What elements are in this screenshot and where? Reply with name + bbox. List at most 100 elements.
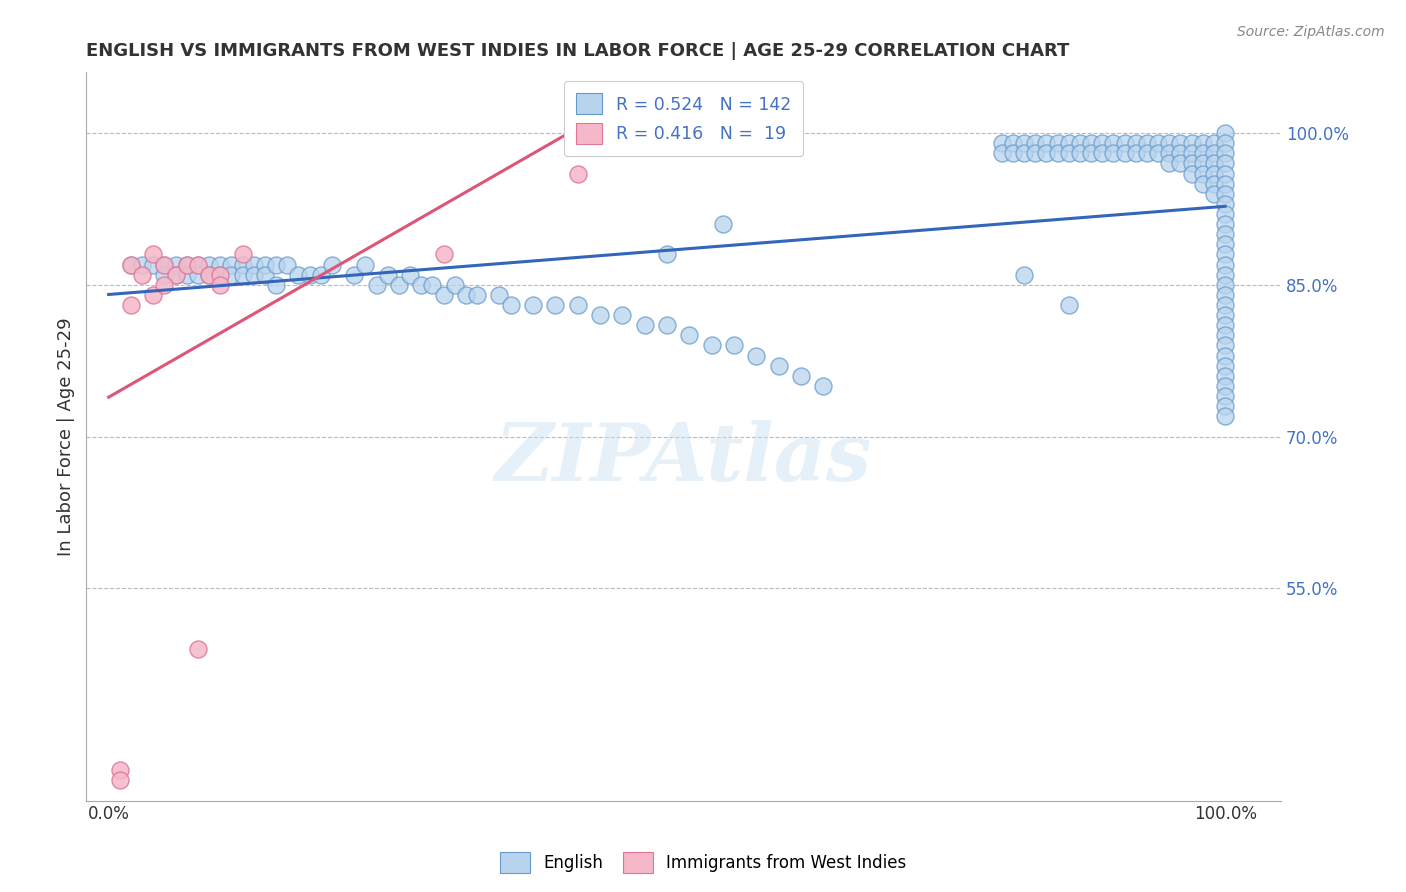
Point bbox=[366, 277, 388, 292]
Text: ENGLISH VS IMMIGRANTS FROM WEST INDIES IN LABOR FORCE | AGE 25-29 CORRELATION CH: ENGLISH VS IMMIGRANTS FROM WEST INDIES I… bbox=[86, 42, 1070, 60]
Point bbox=[1213, 237, 1236, 252]
Point bbox=[232, 247, 254, 261]
Point bbox=[309, 268, 332, 282]
Point bbox=[1202, 146, 1225, 161]
Point bbox=[454, 288, 477, 302]
Point bbox=[723, 338, 745, 352]
Point bbox=[1147, 136, 1170, 151]
Point bbox=[198, 268, 221, 282]
Point bbox=[176, 258, 198, 272]
Point bbox=[209, 268, 232, 282]
Point bbox=[187, 268, 209, 282]
Point bbox=[1024, 136, 1046, 151]
Point bbox=[1024, 146, 1046, 161]
Point bbox=[1069, 146, 1091, 161]
Point bbox=[499, 298, 522, 312]
Point bbox=[811, 379, 834, 393]
Point bbox=[1213, 308, 1236, 322]
Point bbox=[221, 268, 243, 282]
Point bbox=[1057, 146, 1080, 161]
Point bbox=[1213, 349, 1236, 363]
Point bbox=[790, 368, 813, 383]
Point bbox=[1213, 197, 1236, 211]
Point bbox=[1001, 146, 1024, 161]
Point bbox=[1136, 146, 1159, 161]
Point bbox=[153, 258, 176, 272]
Point bbox=[1102, 136, 1125, 151]
Point bbox=[198, 258, 221, 272]
Point bbox=[221, 258, 243, 272]
Point bbox=[1181, 136, 1204, 151]
Point bbox=[1213, 359, 1236, 373]
Point bbox=[343, 268, 366, 282]
Point bbox=[544, 298, 567, 312]
Point bbox=[1102, 146, 1125, 161]
Point bbox=[321, 258, 343, 272]
Point bbox=[1170, 146, 1192, 161]
Point bbox=[232, 258, 254, 272]
Point bbox=[1213, 328, 1236, 343]
Point bbox=[1114, 136, 1136, 151]
Legend: English, Immigrants from West Indies: English, Immigrants from West Indies bbox=[494, 846, 912, 880]
Point bbox=[567, 298, 589, 312]
Point bbox=[264, 258, 287, 272]
Point bbox=[1147, 146, 1170, 161]
Point bbox=[1213, 126, 1236, 140]
Point bbox=[488, 288, 510, 302]
Point bbox=[1213, 288, 1236, 302]
Point bbox=[153, 268, 176, 282]
Point bbox=[1125, 136, 1147, 151]
Point bbox=[1213, 156, 1236, 170]
Point bbox=[187, 258, 209, 272]
Point bbox=[142, 258, 165, 272]
Point bbox=[153, 258, 176, 272]
Point bbox=[242, 258, 264, 272]
Point bbox=[745, 349, 768, 363]
Point bbox=[1213, 186, 1236, 201]
Y-axis label: In Labor Force | Age 25-29: In Labor Force | Age 25-29 bbox=[58, 318, 75, 556]
Point bbox=[1080, 146, 1102, 161]
Point bbox=[1202, 186, 1225, 201]
Point bbox=[1080, 136, 1102, 151]
Point bbox=[399, 268, 422, 282]
Point bbox=[1213, 217, 1236, 231]
Point bbox=[1191, 156, 1213, 170]
Point bbox=[276, 258, 298, 272]
Point bbox=[142, 288, 165, 302]
Point bbox=[1202, 177, 1225, 191]
Point bbox=[1202, 136, 1225, 151]
Point bbox=[432, 288, 454, 302]
Point bbox=[1213, 268, 1236, 282]
Point bbox=[377, 268, 399, 282]
Point bbox=[1057, 136, 1080, 151]
Point bbox=[1213, 409, 1236, 424]
Point bbox=[187, 641, 209, 656]
Point bbox=[465, 288, 488, 302]
Point bbox=[1213, 177, 1236, 191]
Point bbox=[1181, 156, 1204, 170]
Point bbox=[1191, 146, 1213, 161]
Point bbox=[1213, 247, 1236, 261]
Point bbox=[1213, 136, 1236, 151]
Point bbox=[209, 258, 232, 272]
Point bbox=[1213, 207, 1236, 221]
Point bbox=[1091, 146, 1114, 161]
Point bbox=[165, 268, 187, 282]
Point bbox=[1213, 399, 1236, 413]
Point bbox=[1057, 298, 1080, 312]
Point bbox=[209, 268, 232, 282]
Point bbox=[567, 167, 589, 181]
Point bbox=[1012, 146, 1035, 161]
Point bbox=[411, 277, 433, 292]
Point bbox=[655, 247, 678, 261]
Point bbox=[354, 258, 377, 272]
Point bbox=[1213, 389, 1236, 403]
Point bbox=[1170, 156, 1192, 170]
Point bbox=[1191, 177, 1213, 191]
Legend: R = 0.524   N = 142, R = 0.416   N =  19: R = 0.524 N = 142, R = 0.416 N = 19 bbox=[564, 81, 803, 156]
Point bbox=[700, 338, 723, 352]
Point bbox=[209, 277, 232, 292]
Point bbox=[1035, 136, 1057, 151]
Point bbox=[612, 308, 634, 322]
Point bbox=[165, 268, 187, 282]
